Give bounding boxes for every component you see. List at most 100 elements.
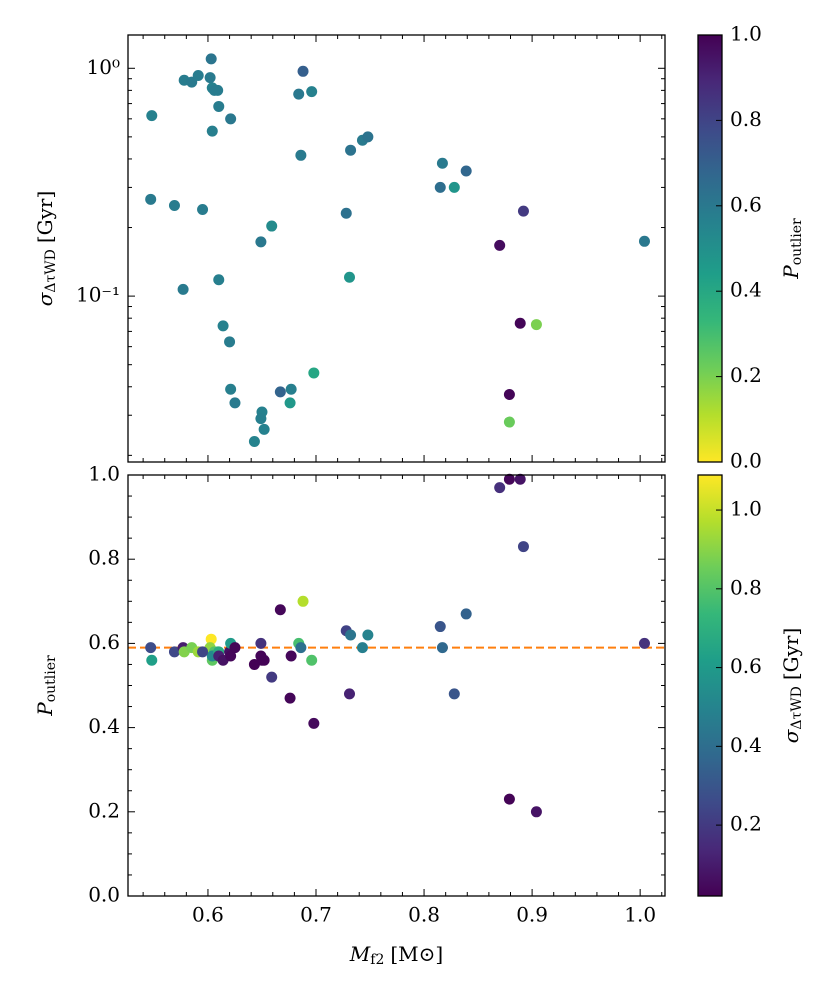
label-symbol: σ	[779, 728, 803, 743]
point	[503, 416, 515, 428]
point	[285, 383, 297, 395]
label-subscript: ΔτWD	[789, 686, 805, 729]
point	[297, 65, 309, 77]
colorbar-tick-label: 0.8	[730, 575, 762, 599]
point	[205, 633, 217, 645]
point	[266, 671, 278, 683]
point	[436, 157, 448, 169]
point	[258, 423, 270, 435]
point	[494, 239, 506, 251]
x-tick-label: 0.9	[516, 903, 548, 927]
colorbar-tick-label: 0.8	[730, 107, 762, 131]
label-symbol: M	[349, 942, 371, 966]
axis-label: σΔτWD [Gyr]	[779, 628, 806, 744]
label-symbol: P	[33, 702, 57, 717]
point	[460, 608, 472, 620]
y-tick-label: 10⁰	[87, 55, 120, 79]
point	[213, 100, 225, 112]
colorbar-tick-label: 0.0	[730, 449, 762, 473]
point	[224, 336, 236, 348]
y-tick-label: 0.8	[88, 546, 120, 570]
colorbar-tick-label: 1.0	[730, 497, 762, 521]
point	[434, 621, 446, 633]
label-subscript: f2	[370, 952, 384, 968]
point	[503, 473, 515, 485]
point	[345, 144, 357, 156]
point	[362, 131, 374, 143]
point	[229, 642, 241, 654]
point	[285, 650, 297, 662]
point	[340, 207, 352, 219]
point	[356, 642, 368, 654]
colorbar	[697, 34, 723, 463]
point	[266, 220, 278, 232]
colorbar	[697, 474, 723, 897]
point	[145, 193, 157, 205]
point	[274, 604, 286, 616]
label-subscript: outlier	[789, 218, 805, 265]
point	[255, 236, 267, 248]
y-tick-label: 0.2	[88, 798, 120, 822]
point	[530, 806, 542, 818]
label-unit: [Gyr]	[33, 191, 57, 243]
point	[343, 688, 355, 700]
point	[177, 283, 189, 295]
point	[638, 637, 650, 649]
point	[145, 642, 157, 654]
x-tick-label: 0.8	[408, 903, 440, 927]
colorbar-tick-label: 0.2	[730, 363, 762, 387]
point	[297, 595, 309, 607]
point	[168, 199, 180, 211]
y-tick-label: 0.6	[88, 630, 120, 654]
point	[448, 181, 460, 193]
axis-label: Poutlier	[33, 655, 60, 717]
point	[434, 181, 446, 193]
y-tick-label: 0.4	[88, 714, 120, 738]
point	[517, 205, 529, 217]
point	[343, 271, 355, 283]
label-symbol: P	[779, 265, 803, 280]
point	[448, 688, 460, 700]
y-tick-label: 0.0	[88, 883, 120, 907]
point	[248, 436, 260, 448]
point	[204, 72, 216, 84]
colorbar-tick-label: 0.6	[730, 654, 762, 678]
point	[217, 320, 229, 332]
point	[225, 650, 237, 662]
point	[197, 203, 209, 215]
axis-label: Mf2 [M⊙]	[349, 942, 443, 969]
point	[362, 629, 374, 641]
point	[293, 88, 305, 100]
x-tick-label: 0.7	[300, 903, 332, 927]
point	[274, 386, 286, 398]
point	[197, 646, 209, 658]
point	[284, 397, 296, 409]
point	[308, 367, 320, 379]
point	[530, 319, 542, 331]
point	[517, 541, 529, 553]
axis-label: Poutlier	[779, 218, 806, 280]
point	[638, 235, 650, 247]
point	[306, 86, 318, 98]
point	[308, 717, 320, 729]
label-symbol: σ	[33, 291, 57, 306]
point	[229, 397, 241, 409]
colorbar-tick-label: 0.4	[730, 278, 762, 302]
point	[494, 482, 506, 494]
x-tick-label: 0.6	[192, 903, 224, 927]
point	[503, 388, 515, 400]
point	[306, 654, 318, 666]
point	[206, 125, 218, 137]
colorbar-tick-label: 0.4	[730, 733, 762, 757]
point	[295, 642, 307, 654]
colorbar-tick-label: 0.6	[730, 192, 762, 216]
point	[192, 69, 204, 81]
point	[213, 274, 225, 286]
x-tick-label: 1.0	[624, 903, 656, 927]
point	[248, 658, 260, 670]
point	[436, 642, 448, 654]
point	[295, 149, 307, 161]
point	[503, 793, 515, 805]
colorbar-tick-label: 1.0	[730, 22, 762, 46]
